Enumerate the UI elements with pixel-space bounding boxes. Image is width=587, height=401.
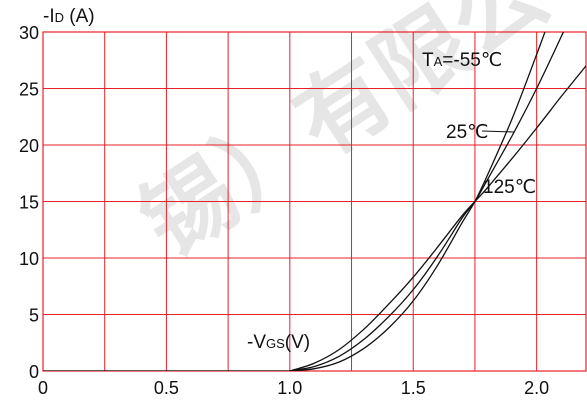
series-label-2: 125℃ bbox=[483, 177, 536, 198]
series-label-1: 25℃ bbox=[446, 122, 488, 143]
series-label-0: TA=-55℃ bbox=[422, 50, 502, 71]
plot-frame bbox=[42, 31, 587, 372]
x-tick-label: 0 bbox=[38, 378, 48, 398]
x-tick-label: 1.5 bbox=[401, 378, 426, 398]
y-tick-label: 10 bbox=[19, 249, 39, 269]
y-tick-label: 5 bbox=[29, 306, 39, 326]
watermark-text: 锡）有限公 bbox=[124, 0, 565, 276]
series-line-2 bbox=[289, 65, 586, 371]
y-tick-label: 25 bbox=[19, 80, 39, 100]
x-tick-label: 0.5 bbox=[154, 378, 179, 398]
x-tick-label: 2.0 bbox=[524, 378, 549, 398]
chart-curves bbox=[43, 32, 586, 371]
y-axis-label: -ID (A) bbox=[43, 6, 95, 27]
x-tick-label: 1.0 bbox=[277, 378, 302, 398]
x-axis-label: -VGS(V) bbox=[247, 332, 310, 353]
chart-ticks: 0 5 10 15 20 25 30 0 0.5 1.0 1.5 2.0 bbox=[19, 23, 549, 398]
series-line-0 bbox=[289, 32, 546, 371]
y-tick-label: 20 bbox=[19, 136, 39, 156]
chart-labels: -ID (A) -VGS(V) TA=-55℃ 25℃ 125℃ bbox=[43, 6, 536, 353]
y-tick-label: 15 bbox=[19, 193, 39, 213]
y-tick-label: 30 bbox=[19, 23, 39, 43]
series-label-leader bbox=[481, 130, 515, 133]
series-line-1 bbox=[289, 32, 565, 371]
y-tick-label: 0 bbox=[29, 362, 39, 382]
